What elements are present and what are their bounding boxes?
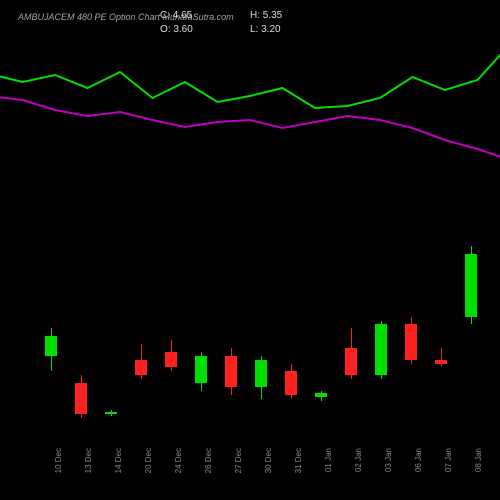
candle-body (405, 324, 417, 359)
x-axis-label: 10 Dec (54, 448, 63, 488)
x-axis-label: 27 Dec (234, 448, 243, 488)
candle-body (315, 393, 327, 397)
x-axis-label: 26 Dec (204, 448, 213, 488)
candle-body (45, 336, 57, 356)
candle-body (195, 356, 207, 383)
x-axis-label: 31 Dec (294, 448, 303, 488)
x-axis-label: 20 Dec (144, 448, 153, 488)
candle-body (255, 360, 267, 387)
line-series-2 (0, 96, 500, 160)
x-axis-label: 14 Dec (114, 448, 123, 488)
x-axis-label: 08 Jan (474, 448, 483, 488)
x-axis-label: 02 Jan (354, 448, 363, 488)
x-axis-label: 06 Jan (414, 448, 423, 488)
candle-body (225, 356, 237, 387)
candle-body (165, 352, 177, 368)
candle-body (465, 254, 477, 317)
x-axis-label: 30 Dec (264, 448, 273, 488)
line-series-1 (0, 44, 500, 108)
candle-body (105, 412, 117, 414)
candle-body (135, 360, 147, 376)
x-axis-label: 24 Dec (174, 448, 183, 488)
candle-body (75, 383, 87, 414)
x-axis-label: 01 Jan (324, 448, 333, 488)
x-axis-label: 13 Dec (84, 448, 93, 488)
candle-body (285, 371, 297, 394)
indicator-lines (0, 0, 500, 500)
candle-body (345, 348, 357, 375)
option-chart: AMBUJACEM 480 PE Option Chart MunafaSutr… (0, 0, 500, 500)
candle-body (375, 324, 387, 375)
candle-body (435, 360, 447, 364)
x-axis-label: 03 Jan (384, 448, 393, 488)
candle-wick (441, 348, 442, 368)
x-axis-label: 07 Jan (444, 448, 453, 488)
